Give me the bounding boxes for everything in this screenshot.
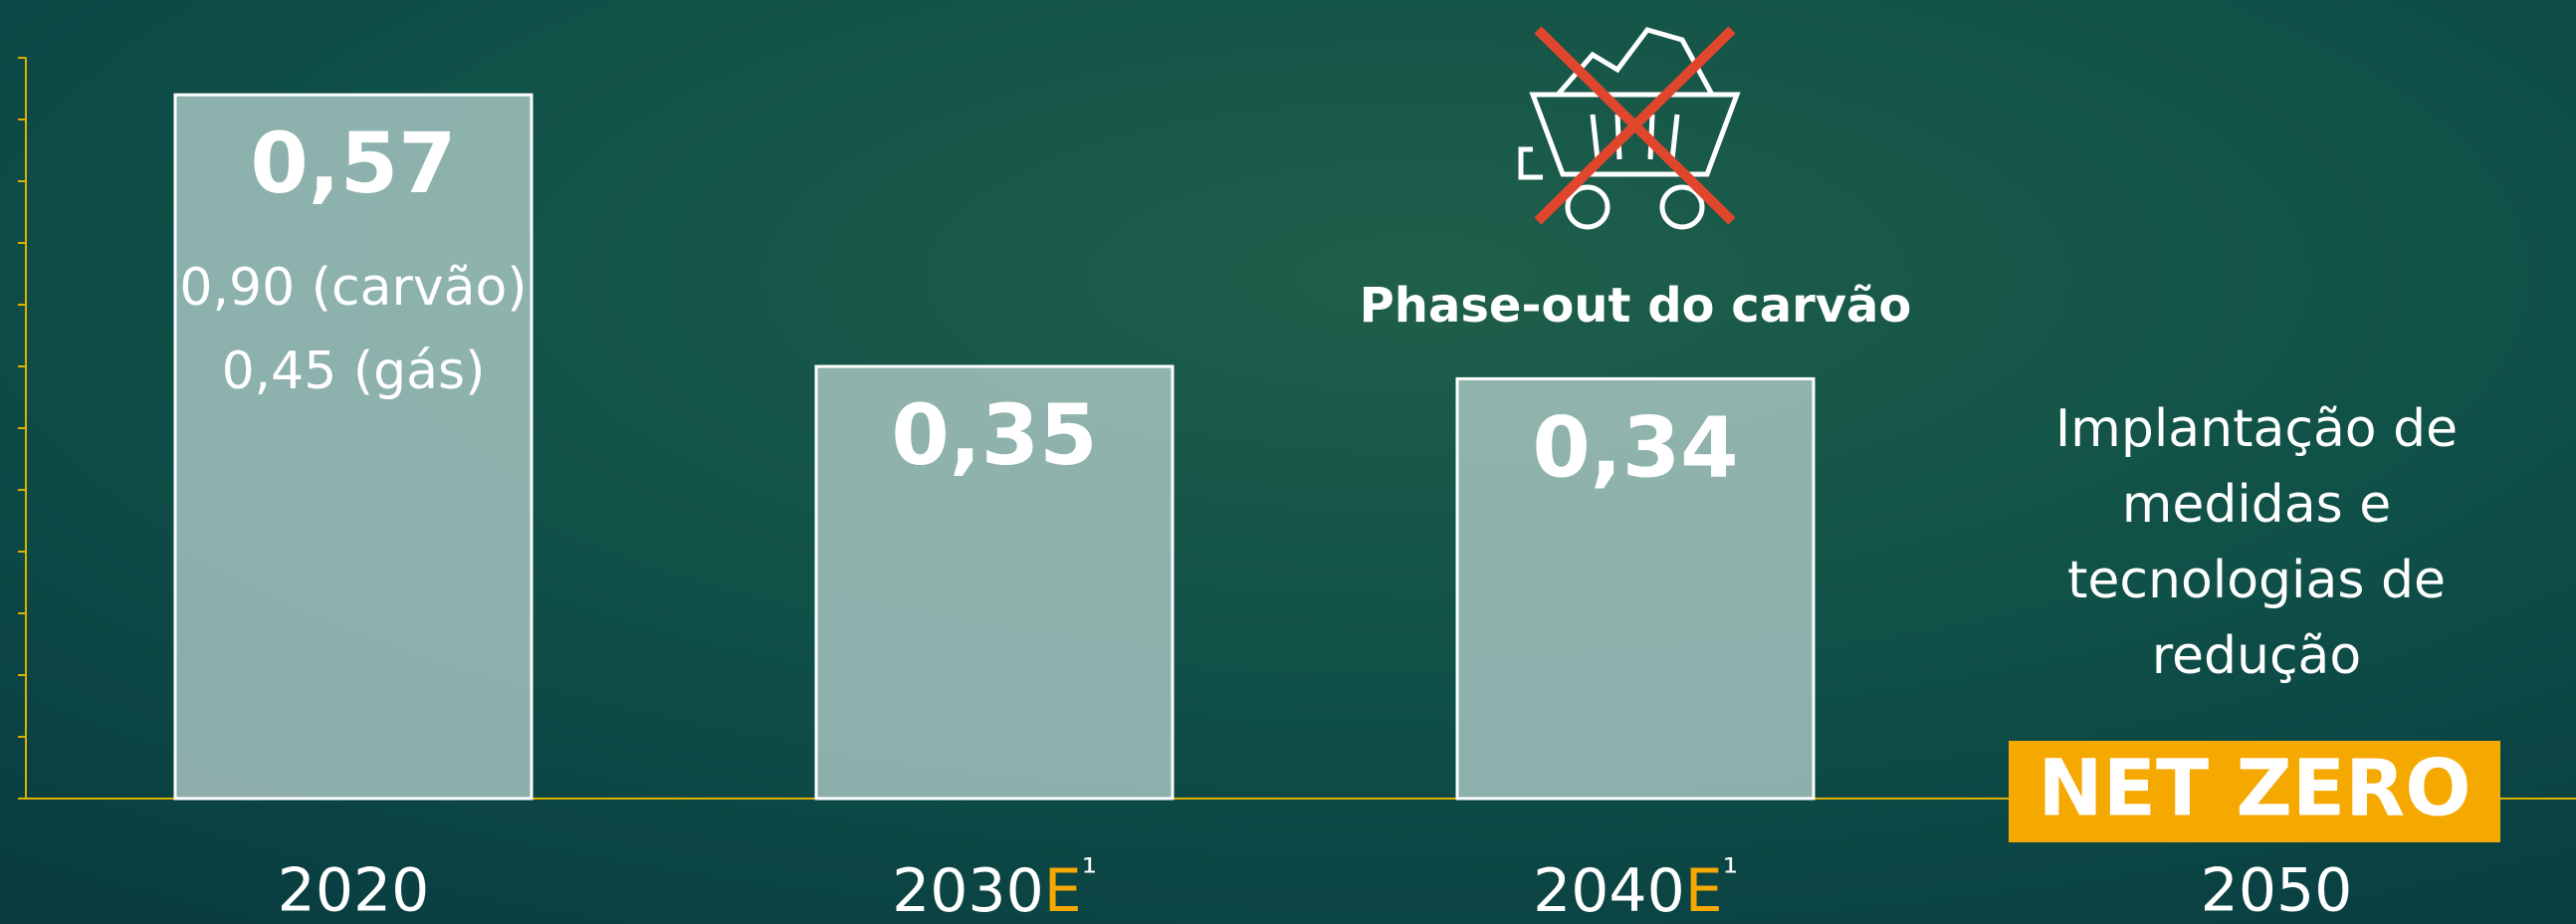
value-label: 0,34 (1532, 398, 1738, 496)
annotation: tecnologias de (2067, 551, 2446, 610)
coal-cart-icon (1518, 26, 1741, 230)
value-label: 0,35 (891, 386, 1097, 484)
year: 2030 (892, 856, 1044, 924)
bar (173, 93, 534, 801)
annotation: Phase-out do carvão (1360, 278, 1912, 334)
estimate-mark: E (1044, 856, 1082, 924)
annotation: 0,90 (carvão) (179, 258, 527, 318)
value-label: 0,57 (250, 115, 456, 212)
x-tick-label: 2020 (278, 856, 430, 924)
footnote-mark: ¹ (1082, 850, 1097, 894)
estimate-mark: E (1685, 856, 1723, 924)
x-tick-label: 2030E¹ (892, 850, 1097, 924)
bar (814, 364, 1175, 801)
annotation: medidas e (2122, 475, 2392, 535)
annotation: redução (2152, 626, 2361, 686)
annotation: Implantação de (2055, 399, 2458, 459)
annotation: 0,45 (gás) (222, 342, 486, 401)
x-tick-label: 2050 (2201, 856, 2353, 924)
badge-label: NET ZERO (2038, 744, 2470, 833)
badge (2009, 741, 2500, 842)
x-tick-label: 2040E¹ (1533, 850, 1738, 924)
year: 2040 (1533, 856, 1685, 924)
bar (1455, 376, 1816, 801)
footnote-mark: ¹ (1723, 850, 1738, 894)
